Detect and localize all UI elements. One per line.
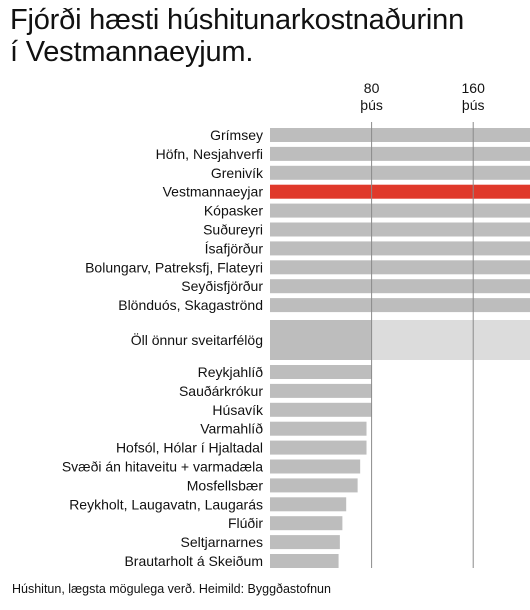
bar	[270, 459, 361, 474]
bar	[270, 478, 358, 493]
category-label: Seltjarnarnes	[181, 534, 264, 550]
category-label: Brautarholt á Skeiðum	[124, 553, 263, 569]
bar	[270, 421, 367, 436]
category-labels-group: Grímsey Höfn, Nesjahverfi Grenivík Vestmann…	[62, 127, 264, 569]
bar	[270, 497, 347, 512]
tick-unit-label: þús	[462, 97, 485, 113]
category-label: Flúðir	[228, 515, 263, 531]
category-label: Mosfellsbær	[187, 477, 264, 493]
category-label: Grímsey	[210, 127, 263, 143]
bar	[270, 365, 372, 379]
bar	[270, 146, 530, 161]
bars-group	[270, 128, 530, 568]
category-label: Reykholt, Laugavatn, Laugarás	[69, 496, 263, 512]
source-footnote: Húshitun, lægsta mögulega verð. Heimild:…	[12, 582, 331, 596]
bar	[270, 165, 530, 180]
bar	[270, 128, 530, 142]
bar-chart: Grímsey Höfn, Nesjahverfi Grenivík Vestmann…	[62, 80, 530, 569]
category-label: Ísafjörður	[205, 240, 264, 256]
chart-title-line-1: Fjórði hæsti húshitunarkostnaðurinn	[10, 4, 465, 36]
bar	[270, 516, 343, 531]
bar	[270, 222, 530, 237]
category-label: Blönduós, Skagaströnd	[118, 297, 263, 313]
category-label: Bolungarv, Patreksfj, Flateyri	[85, 259, 263, 275]
category-label: Suðureyri	[203, 222, 263, 238]
category-label: Grenivík	[211, 165, 264, 181]
bar	[270, 279, 530, 294]
bar	[270, 383, 372, 398]
chart-title: Fjórði hæsti húshitunarkostnaðurinn í Ve…	[10, 4, 525, 68]
bar	[270, 554, 339, 568]
bar	[270, 298, 530, 313]
category-label: Seyðisfjörður	[181, 278, 263, 294]
category-label: Höfn, Nesjahverfi	[156, 146, 263, 162]
bar	[270, 440, 367, 455]
category-label: Reykjahlíð	[198, 364, 264, 380]
category-label: Öll önnur sveitarfélög	[131, 331, 263, 348]
bar-highlighted	[270, 184, 530, 199]
category-label: Kópasker	[204, 203, 263, 219]
gridlines-group	[371, 122, 474, 568]
tick-labels-group: 80þús160þús240þús	[360, 80, 486, 113]
category-label: Hofsól, Hólar í Hjaltadal	[116, 440, 263, 456]
tick-label: 80	[364, 80, 380, 96]
bar	[270, 260, 530, 275]
category-label: Varmahlíð	[200, 421, 263, 437]
category-label: Vestmannaeyjar	[163, 184, 264, 200]
bar	[270, 241, 530, 256]
bar	[270, 203, 530, 218]
tick-unit-label: þús	[360, 97, 383, 113]
range-bar-lower	[270, 320, 372, 360]
category-label: Svæði án hitaveitu + varmadæla	[62, 459, 263, 475]
category-label: Sauðárkrókur	[179, 383, 263, 399]
chart-title-line-2: í Vestmannaeyjum.	[10, 36, 254, 68]
tick-label: 160	[462, 80, 486, 96]
bar	[270, 535, 340, 550]
bar	[270, 402, 372, 417]
category-label: Húsavík	[212, 402, 264, 418]
